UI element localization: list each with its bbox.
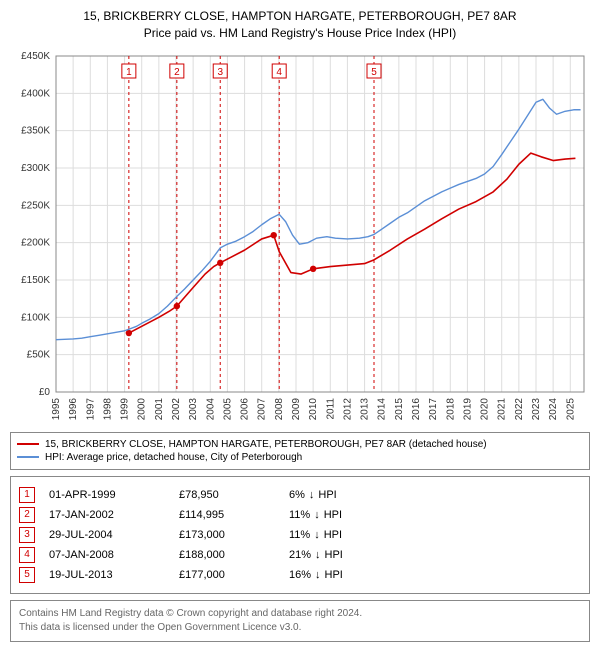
svg-text:2018: 2018 [445, 397, 456, 420]
svg-text:2019: 2019 [462, 397, 473, 420]
footer-line-1: Contains HM Land Registry data © Crown c… [19, 607, 581, 621]
event-delta: 11% ↓ HPI [289, 509, 399, 521]
event-price: £177,000 [179, 569, 289, 581]
svg-text:2016: 2016 [411, 397, 422, 420]
svg-text:2003: 2003 [188, 397, 199, 420]
event-price: £173,000 [179, 529, 289, 541]
events-table: 1 01-APR-1999 £78,950 6% ↓ HPI 2 17-JAN-… [10, 476, 590, 594]
svg-text:1997: 1997 [85, 397, 96, 420]
svg-text:2024: 2024 [548, 397, 559, 420]
chart-svg: £0 £50K £100K £150K £200K £250K £300K £350K £400… [10, 46, 590, 426]
svg-text:2001: 2001 [154, 397, 165, 420]
svg-text:£0: £0 [39, 387, 51, 398]
svg-text:2012: 2012 [342, 397, 353, 420]
down-arrow-icon: ↓ [315, 549, 321, 561]
svg-text:2017: 2017 [428, 397, 439, 420]
event-row: 1 01-APR-1999 £78,950 6% ↓ HPI [19, 487, 581, 503]
down-arrow-icon: ↓ [314, 529, 320, 541]
legend-label: 15, BRICKBERRY CLOSE, HAMPTON HARGATE, P… [45, 439, 487, 450]
event-badge: 1 [19, 487, 35, 503]
legend-box: 15, BRICKBERRY CLOSE, HAMPTON HARGATE, P… [10, 432, 590, 470]
event-delta: 21% ↓ HPI [289, 549, 399, 561]
down-arrow-icon: ↓ [309, 489, 315, 501]
svg-text:2005: 2005 [222, 397, 233, 420]
svg-text:2009: 2009 [291, 397, 302, 420]
svg-text:2022: 2022 [514, 397, 525, 420]
legend-swatch [17, 456, 39, 458]
svg-text:1995: 1995 [51, 397, 62, 420]
event-delta: 6% ↓ HPI [289, 489, 399, 501]
legend-row: 15, BRICKBERRY CLOSE, HAMPTON HARGATE, P… [17, 439, 583, 450]
event-row: 4 07-JAN-2008 £188,000 21% ↓ HPI [19, 547, 581, 563]
svg-text:2014: 2014 [377, 397, 388, 420]
down-arrow-icon: ↓ [314, 509, 320, 521]
footer-line-2: This data is licensed under the Open Gov… [19, 621, 581, 635]
svg-text:2015: 2015 [394, 397, 405, 420]
svg-text:£300K: £300K [21, 163, 50, 174]
svg-text:£350K: £350K [21, 125, 50, 136]
svg-text:2010: 2010 [308, 397, 319, 420]
event-date: 01-APR-1999 [49, 489, 179, 501]
event-row: 5 19-JUL-2013 £177,000 16% ↓ HPI [19, 567, 581, 583]
event-date: 19-JUL-2013 [49, 569, 179, 581]
event-price: £78,950 [179, 489, 289, 501]
event-badge: 4 [19, 547, 35, 563]
svg-text:1998: 1998 [102, 397, 113, 420]
svg-text:2002: 2002 [171, 397, 182, 420]
legend-row: HPI: Average price, detached house, City… [17, 452, 583, 463]
event-badge: 3 [19, 527, 35, 543]
svg-text:2021: 2021 [497, 397, 508, 420]
attribution-footer: Contains HM Land Registry data © Crown c… [10, 600, 590, 642]
event-price: £114,995 [179, 509, 289, 521]
svg-text:1: 1 [126, 67, 132, 78]
title-line-2: Price paid vs. HM Land Registry's House … [10, 25, 590, 42]
svg-text:2025: 2025 [565, 397, 576, 420]
event-date: 29-JUL-2004 [49, 529, 179, 541]
svg-text:3: 3 [217, 67, 223, 78]
svg-text:2013: 2013 [360, 397, 371, 420]
svg-text:4: 4 [276, 67, 282, 78]
svg-text:£450K: £450K [21, 51, 50, 62]
svg-text:1996: 1996 [68, 397, 79, 420]
legend-swatch [17, 443, 39, 445]
down-arrow-icon: ↓ [315, 569, 321, 581]
svg-text:£250K: £250K [21, 200, 50, 211]
event-date: 07-JAN-2008 [49, 549, 179, 561]
svg-text:2023: 2023 [531, 397, 542, 420]
title-line-1: 15, BRICKBERRY CLOSE, HAMPTON HARGATE, P… [10, 8, 590, 25]
svg-text:£200K: £200K [21, 237, 50, 248]
svg-text:£400K: £400K [21, 88, 50, 99]
price-chart: £0 £50K £100K £150K £200K £250K £300K £350K £400… [10, 46, 590, 426]
event-delta: 11% ↓ HPI [289, 529, 399, 541]
svg-text:5: 5 [371, 67, 377, 78]
event-badge: 5 [19, 567, 35, 583]
svg-text:2: 2 [174, 67, 180, 78]
svg-text:£150K: £150K [21, 275, 50, 286]
event-badge: 2 [19, 507, 35, 523]
svg-text:£50K: £50K [27, 349, 51, 360]
svg-text:2007: 2007 [257, 397, 268, 420]
event-date: 17-JAN-2002 [49, 509, 179, 521]
event-row: 2 17-JAN-2002 £114,995 11% ↓ HPI [19, 507, 581, 523]
event-delta: 16% ↓ HPI [289, 569, 399, 581]
event-price: £188,000 [179, 549, 289, 561]
legend-label: HPI: Average price, detached house, City… [45, 452, 302, 463]
svg-text:2000: 2000 [137, 397, 148, 420]
event-row: 3 29-JUL-2004 £173,000 11% ↓ HPI [19, 527, 581, 543]
svg-text:2004: 2004 [205, 397, 216, 420]
chart-title-block: 15, BRICKBERRY CLOSE, HAMPTON HARGATE, P… [10, 8, 590, 42]
svg-text:2020: 2020 [480, 397, 491, 420]
svg-text:£100K: £100K [21, 312, 50, 323]
svg-text:1999: 1999 [120, 397, 131, 420]
svg-text:2006: 2006 [240, 397, 251, 420]
svg-text:2011: 2011 [325, 397, 336, 419]
svg-text:2008: 2008 [274, 397, 285, 420]
